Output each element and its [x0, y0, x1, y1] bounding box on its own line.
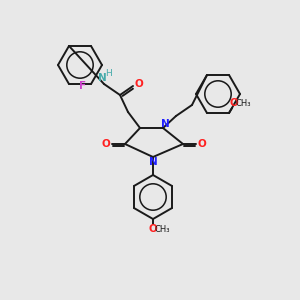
Text: O: O: [230, 98, 238, 108]
Text: O: O: [102, 139, 110, 149]
Text: CH₃: CH₃: [154, 224, 170, 233]
Text: O: O: [148, 224, 158, 234]
Text: F: F: [80, 81, 87, 91]
Text: CH₃: CH₃: [235, 99, 251, 108]
Text: N: N: [148, 157, 158, 167]
Text: H: H: [106, 68, 112, 77]
Text: N: N: [98, 73, 106, 83]
Text: N: N: [160, 119, 169, 129]
Text: O: O: [198, 139, 206, 149]
Text: O: O: [135, 79, 143, 89]
